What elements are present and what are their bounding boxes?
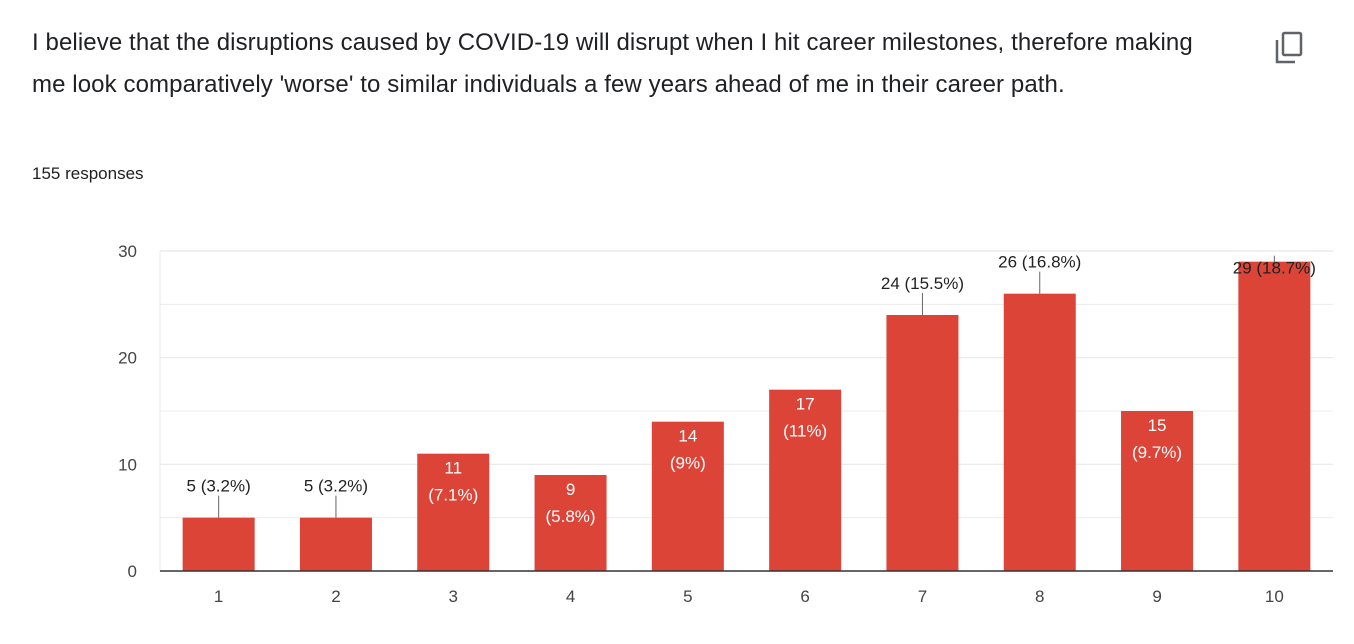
data-label: (11%) <box>783 422 827 441</box>
x-tick-label: 2 <box>331 587 340 606</box>
bar <box>769 389 842 571</box>
x-tick-label: 4 <box>566 587 575 606</box>
response-count: 155 responses <box>32 164 144 183</box>
x-tick-label: 8 <box>1035 587 1044 606</box>
bar <box>299 517 372 571</box>
bar <box>534 475 607 571</box>
bar <box>182 517 255 571</box>
data-label: (9%) <box>670 454 706 473</box>
data-label: 29 (18.7%) <box>1233 259 1316 278</box>
y-tick-label: 0 <box>128 562 137 581</box>
data-label: 9 <box>566 480 575 499</box>
bar <box>886 315 959 571</box>
data-label: 14 <box>678 427 697 446</box>
data-label: 26 (16.8%) <box>998 253 1081 272</box>
y-tick-label: 20 <box>118 349 137 368</box>
x-tick-label: 3 <box>449 587 458 606</box>
bar <box>651 421 724 571</box>
data-label: (7.1%) <box>428 486 478 505</box>
copy-icon <box>1275 31 1303 64</box>
data-label: (5.8%) <box>546 507 596 526</box>
question-title: I believe that the disruptions caused by… <box>32 29 1193 98</box>
x-tick-label: 9 <box>1152 587 1161 606</box>
data-label: (9.7%) <box>1132 443 1182 462</box>
y-tick-label: 30 <box>118 242 137 261</box>
data-label: 11 <box>444 459 462 478</box>
x-tick-label: 5 <box>683 587 692 606</box>
x-tick-label: 6 <box>800 587 809 606</box>
data-label: 15 <box>1148 416 1167 435</box>
bar <box>1238 261 1311 571</box>
bar <box>1003 293 1076 571</box>
bar <box>417 453 490 571</box>
x-tick-label: 7 <box>918 587 927 606</box>
y-tick-label: 10 <box>118 455 137 474</box>
data-label: 17 <box>796 395 815 414</box>
bar <box>1121 411 1194 571</box>
data-label: 5 (3.2%) <box>187 477 251 496</box>
data-label: 24 (15.5%) <box>881 274 964 293</box>
data-label: 5 (3.2%) <box>304 477 368 496</box>
x-tick-label: 1 <box>214 587 223 606</box>
copy-chart-button[interactable] <box>1270 28 1310 68</box>
x-tick-label: 10 <box>1265 587 1284 606</box>
